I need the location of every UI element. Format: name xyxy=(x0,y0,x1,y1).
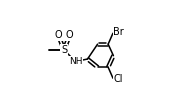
Text: O: O xyxy=(54,30,62,40)
Text: NH: NH xyxy=(69,57,82,66)
Text: Cl: Cl xyxy=(113,74,123,84)
Text: S: S xyxy=(61,45,67,55)
Text: O: O xyxy=(66,30,73,40)
Text: Br: Br xyxy=(113,27,124,37)
